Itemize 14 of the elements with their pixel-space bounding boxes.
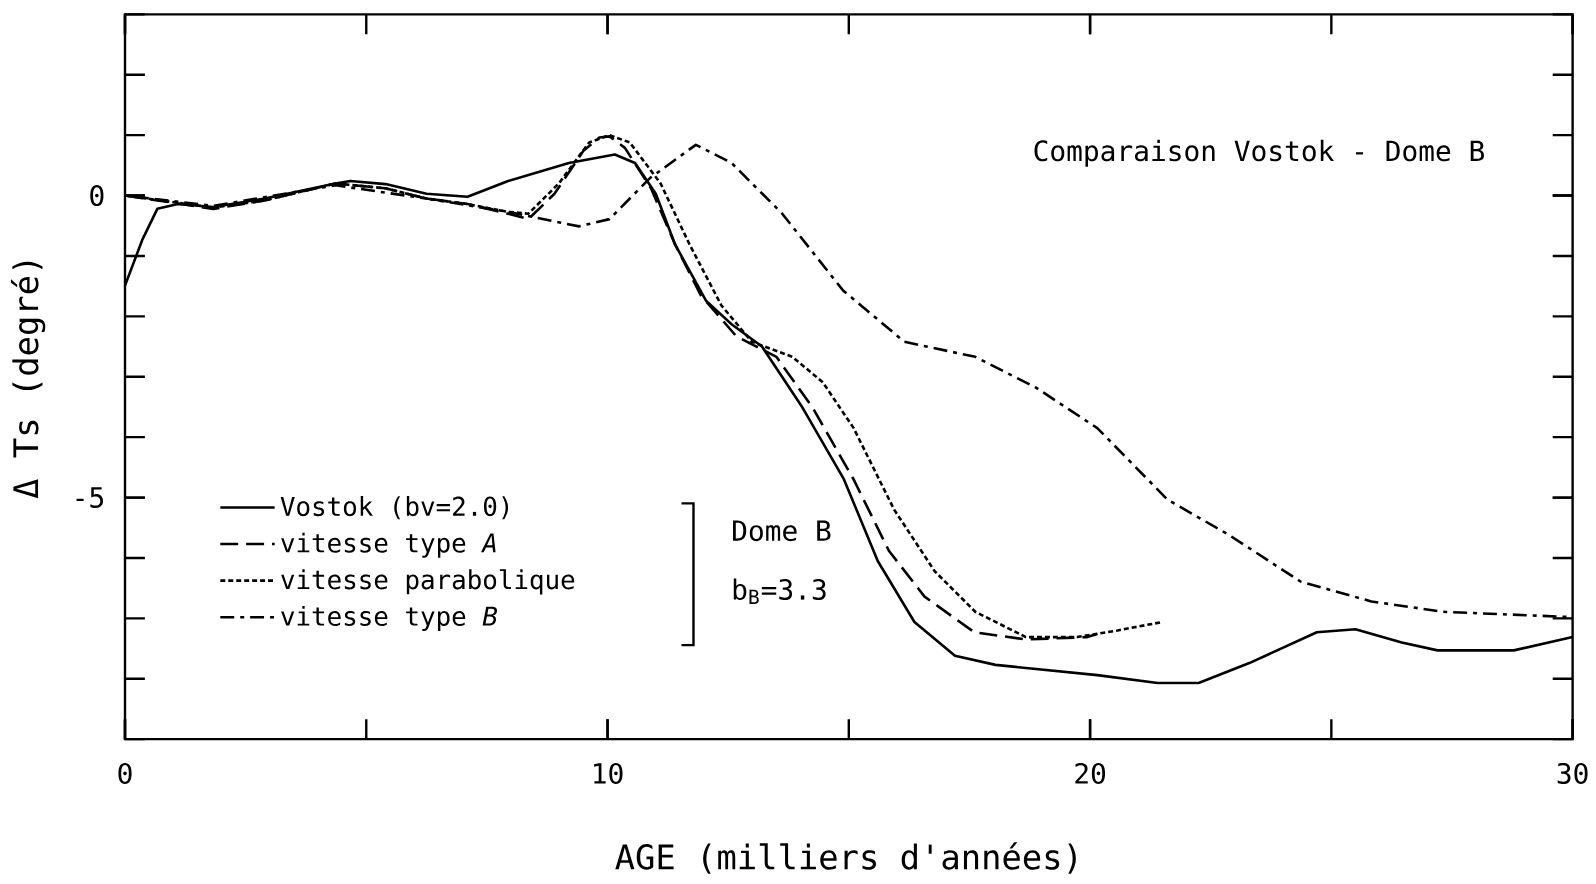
legend-label: vitesse type B [281, 606, 498, 632]
annotation: Comparaison Vostok - Dome B [1034, 140, 1484, 168]
legend-label: Vostok (bv=2.0) [280, 496, 509, 520]
x-tick-label: 10 [594, 763, 623, 785]
legend-label: vitesse parabolique [281, 569, 575, 595]
annotation: b$_{B}$=3.3 [733, 578, 826, 605]
legend-label: vitesse type A [281, 532, 496, 558]
x-tick-label: 20 [1075, 763, 1106, 785]
y-axis-title: Δ Ts (degré) [11, 261, 46, 499]
annotation: Dome B [733, 520, 831, 542]
x-axis-title: AGE (milliers d'années) [615, 842, 1076, 874]
y-tick-label: -5 [76, 487, 104, 509]
x-tick-label: 30 [1557, 763, 1588, 785]
x-tick-label: 0 [118, 763, 132, 785]
